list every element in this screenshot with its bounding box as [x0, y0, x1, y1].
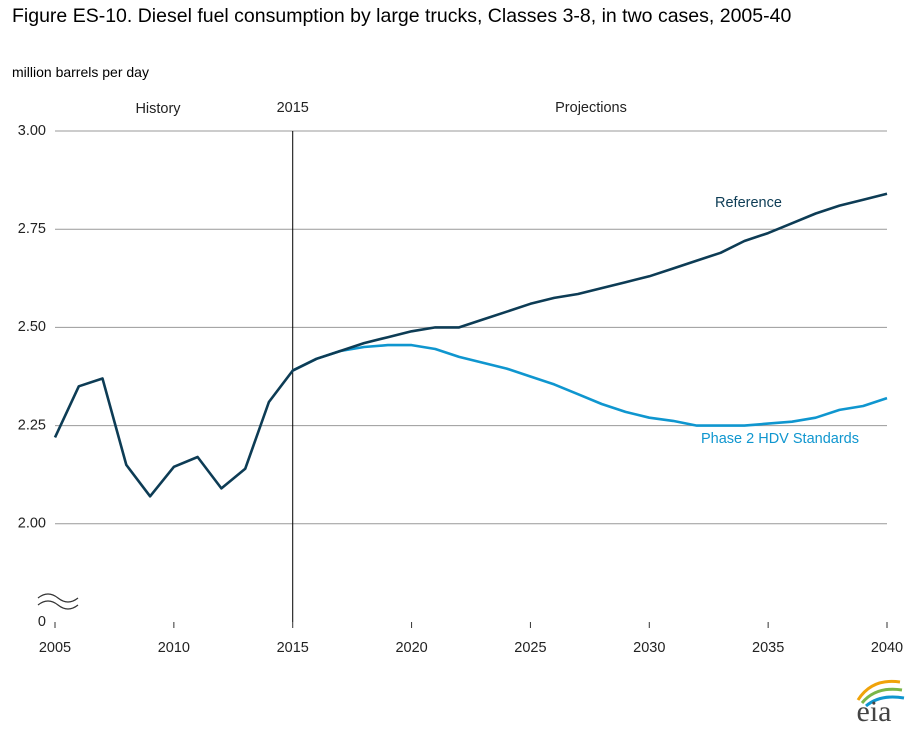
y-tick-label: 2.50: [18, 319, 46, 335]
x-tick-label: 2015: [277, 640, 309, 656]
chart-title: Figure ES-10. Diesel fuel consumption by…: [12, 5, 792, 27]
y-tick-label: 2.00: [18, 516, 46, 532]
series-line: [53, 192, 888, 498]
y-tick-label: 0: [38, 614, 46, 630]
annotation: History: [135, 101, 181, 117]
x-tick-label: 2040: [871, 640, 903, 656]
axis-break: [37, 593, 79, 610]
logo-text: eia: [857, 695, 892, 728]
y-tick-label: 2.25: [18, 417, 46, 433]
series-label: Phase 2 HDV Standards: [701, 431, 859, 447]
x-tick-label: 2010: [158, 640, 190, 656]
divider-label: 2015: [277, 100, 309, 116]
x-tick-label: 2030: [633, 640, 665, 656]
y-tick-label: 2.75: [18, 221, 46, 237]
x-tick-label: 2035: [752, 640, 784, 656]
y-tick-label: 3.00: [18, 123, 46, 139]
logo: eia: [857, 679, 905, 728]
x-tick-label: 2025: [514, 640, 546, 656]
x-tick-label: 2005: [39, 640, 71, 656]
series-line: [292, 343, 888, 427]
y-axis-label: million barrels per day: [12, 64, 149, 80]
x-tick-label: 2020: [395, 640, 427, 656]
series-label: Reference: [715, 195, 782, 211]
annotation: Projections: [555, 100, 627, 116]
